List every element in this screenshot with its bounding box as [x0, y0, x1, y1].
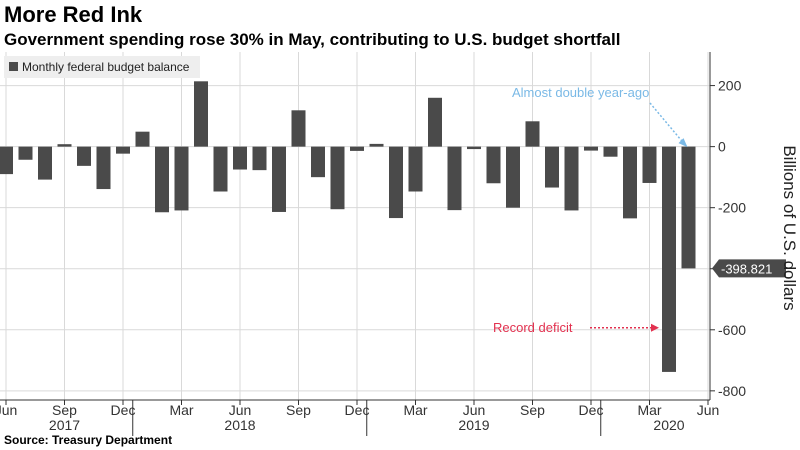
- y-tick-label: 0: [718, 139, 726, 155]
- bar-2020-05: [681, 146, 696, 269]
- x-tick-label: Jun: [697, 402, 720, 418]
- bar-2020-03: [642, 146, 657, 183]
- bar-2020-01: [603, 146, 618, 157]
- x-tick-label: Jun: [0, 402, 17, 418]
- grid-layer: [0, 52, 710, 400]
- bar-layer: [0, 81, 696, 372]
- bar-2018-07: [252, 146, 267, 171]
- bar-2018-11: [330, 146, 345, 210]
- x-tick-label: Dec: [345, 402, 370, 418]
- source-note: Source: Treasury Department: [4, 433, 173, 447]
- year-label: 2020: [653, 417, 684, 433]
- legend-swatch: [9, 62, 18, 71]
- year-label: 2019: [458, 417, 489, 433]
- bar-2018-02: [155, 146, 169, 213]
- x-tick-label: Sep: [520, 402, 545, 418]
- x-tick-label: Mar: [637, 402, 661, 418]
- annotation-arrowhead-year-ago: [678, 138, 688, 148]
- bar-2019-10: [545, 146, 559, 188]
- bar-2019-05: [447, 146, 462, 211]
- annotation-arrow-year-ago: [649, 102, 686, 145]
- legend-box: [4, 56, 200, 78]
- bar-2017-09: [57, 144, 72, 147]
- bar-2020-02: [623, 146, 637, 219]
- last-value-callout-text: -398.821: [721, 261, 772, 276]
- x-tick-label: Mar: [169, 402, 193, 418]
- chart-title: More Red Ink: [4, 2, 143, 27]
- bar-2017-06: [0, 146, 13, 175]
- chart-subtitle: Government spending rose 30% in May, con…: [4, 30, 621, 49]
- year-label: 2018: [224, 417, 255, 433]
- annotation-layer: Almost double year-ago Record deficit: [493, 85, 688, 335]
- y-tick-label: -200: [718, 200, 746, 216]
- bar-2018-09: [291, 110, 306, 147]
- x-tick-label: Jun: [229, 402, 252, 418]
- legend-label: Monthly federal budget balance: [22, 60, 190, 74]
- bar-2018-06: [233, 146, 247, 170]
- bar-2019-01: [369, 143, 384, 147]
- bar-2019-11: [564, 146, 579, 211]
- bar-2018-03: [174, 146, 189, 211]
- y-tick-label: -800: [718, 383, 746, 399]
- bar-2018-08: [272, 146, 286, 212]
- bar-2018-04: [194, 81, 208, 147]
- bar-2020-04: [662, 146, 676, 372]
- y-tick-label: 200: [718, 78, 742, 94]
- x-tick-label: Sep: [286, 402, 311, 418]
- last-value-callout-box: [712, 259, 786, 278]
- x-tick-label: Dec: [111, 402, 136, 418]
- bar-2017-12: [116, 146, 130, 154]
- annotation-arrowhead-record-deficit: [651, 323, 659, 332]
- annotation-text-record-deficit: Record deficit: [493, 320, 573, 335]
- bar-2019-07: [486, 146, 501, 184]
- bar-2019-08: [506, 146, 520, 208]
- x-tick-label: Jun: [463, 402, 486, 418]
- y-tick-label: -600: [718, 322, 746, 338]
- y-axis-label: Billions of U.S. dollars: [780, 145, 799, 310]
- bar-2017-08: [38, 146, 52, 180]
- x-tick-label: Sep: [52, 402, 77, 418]
- x-tick-label: Dec: [579, 402, 604, 418]
- bar-2019-12: [584, 146, 598, 151]
- bar-2017-07: [18, 146, 33, 160]
- bar-2019-06: [467, 146, 481, 150]
- bar-2018-10: [311, 146, 325, 178]
- bar-2019-03: [408, 146, 423, 192]
- bar-2018-05: [213, 146, 228, 192]
- annotation-text-year-ago: Almost double year-ago: [512, 85, 649, 100]
- bar-2018-01: [135, 131, 150, 147]
- bar-2019-04: [428, 97, 442, 147]
- year-label: 2017: [49, 417, 80, 433]
- x-tick-label: Mar: [403, 402, 427, 418]
- bar-2017-10: [77, 146, 91, 166]
- bar-2019-02: [389, 146, 403, 219]
- bar-2018-12: [350, 146, 364, 151]
- bar-2017-11: [96, 146, 111, 190]
- bar-2019-09: [525, 121, 540, 147]
- axis-layer: 2000-200-400-600-800JunSepDecMarJunSepDe…: [0, 52, 786, 436]
- legend: Monthly federal budget balance: [4, 56, 200, 78]
